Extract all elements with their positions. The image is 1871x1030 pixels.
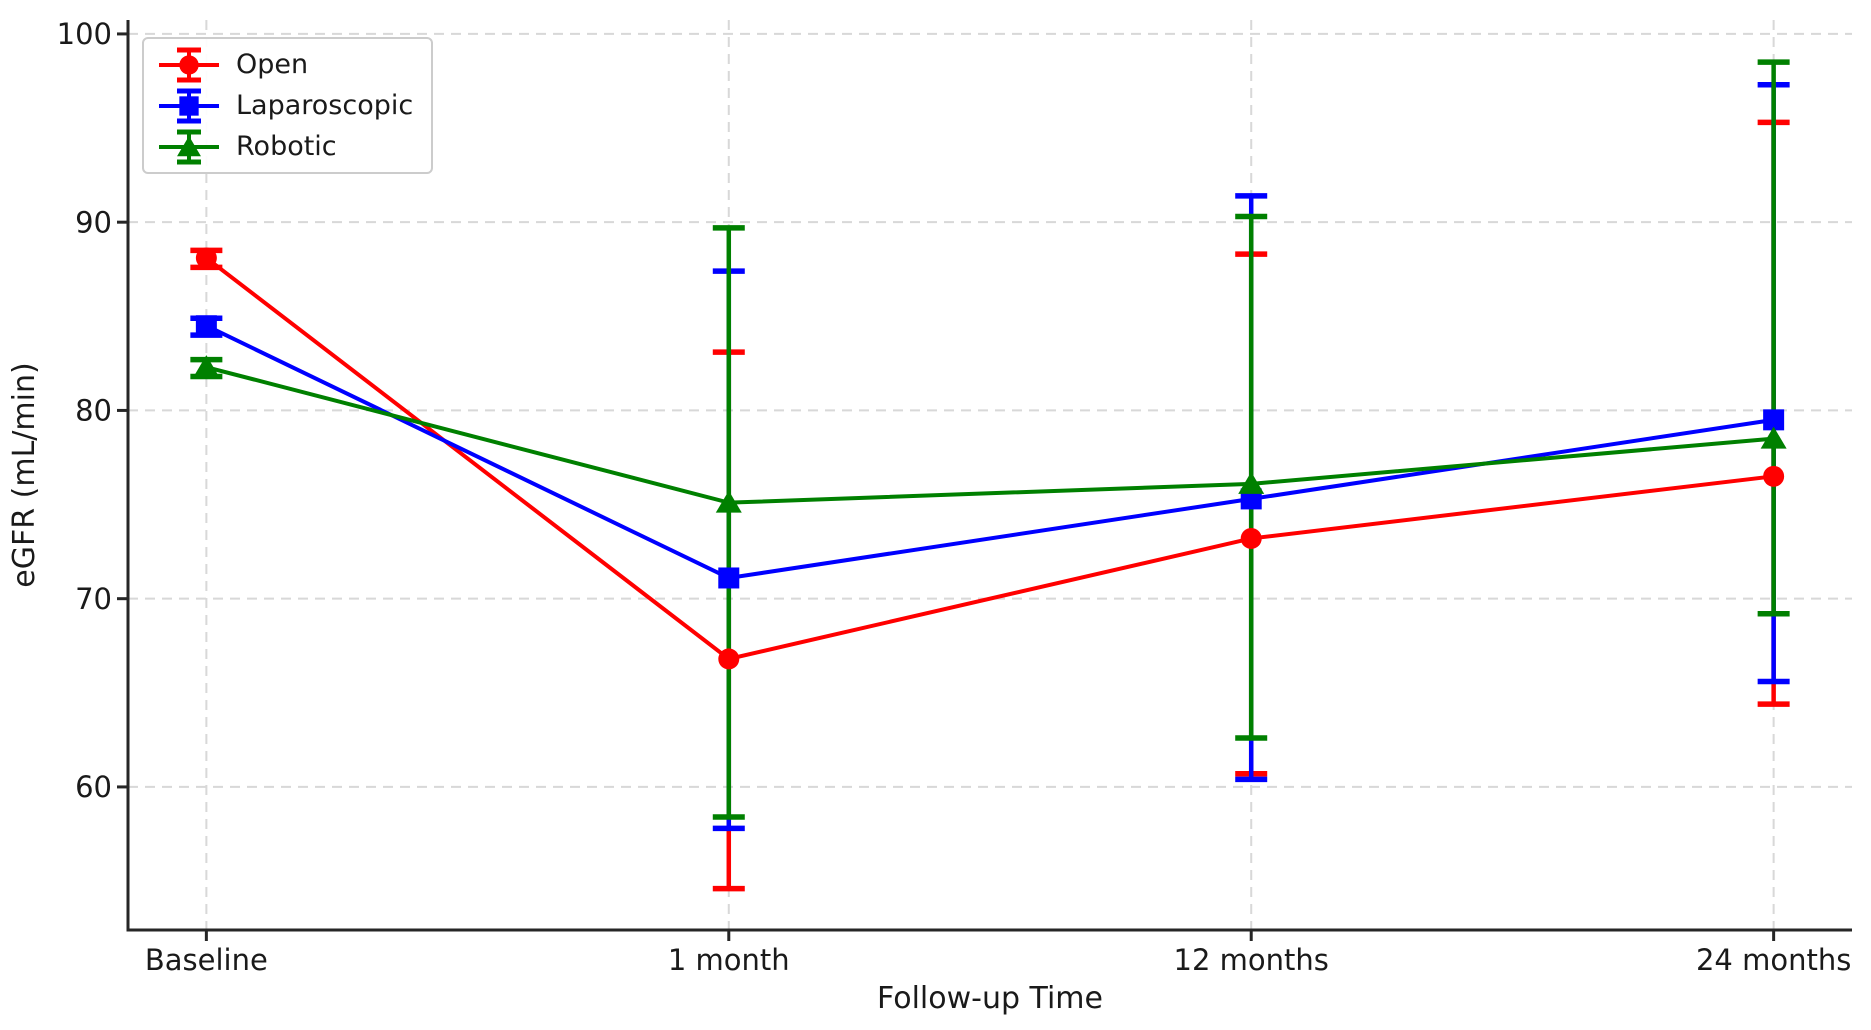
- x-tick-label: 1 month: [668, 943, 790, 977]
- data-point-square: [195, 315, 217, 337]
- data-point-circle: [179, 54, 199, 75]
- legend: Open Laparoscopic Robotic: [142, 37, 434, 174]
- y-tick-label: 100: [57, 17, 112, 51]
- legend-label: Laparoscopic: [236, 90, 414, 121]
- x-tick-label: Baseline: [145, 943, 268, 977]
- axes: 60 70 80 90 100 Baseline 1 month 12 months 24 mo…: [57, 17, 1852, 977]
- y-tick-label: 60: [75, 770, 112, 804]
- data-point-triangle: [177, 135, 201, 156]
- series-line: [205, 365, 1774, 505]
- series-robotic: [193, 355, 1787, 513]
- data-point-square: [1763, 409, 1785, 431]
- x-axis-label: Follow-up Time: [877, 981, 1103, 1016]
- series-open-errorbars: [190, 119, 1790, 892]
- y-tick-label: 90: [75, 205, 112, 239]
- legend-item-laparoscopic: Laparoscopic: [156, 85, 413, 126]
- legend-label: Robotic: [236, 131, 337, 162]
- y-tick-label: 80: [75, 394, 112, 428]
- series-robotic-errorbars: [190, 59, 1790, 820]
- data-point-triangle: [715, 490, 742, 513]
- data-point-triangle: [1760, 426, 1787, 449]
- data-point-triangle: [1238, 471, 1265, 494]
- legend-item-open: Open: [156, 44, 413, 85]
- data-point-circle: [1763, 465, 1785, 487]
- legend-circle-glyph: [159, 47, 219, 82]
- data-point-circle: [718, 648, 740, 670]
- x-tick-label: 24 months: [1696, 943, 1851, 977]
- data-point-circle: [195, 247, 217, 269]
- legend-square-glyph: [159, 88, 219, 123]
- data-point-square: [718, 567, 740, 589]
- y-axis-label: eGFR (mL/min): [7, 362, 42, 587]
- series-line: [205, 256, 1774, 662]
- series-open: [195, 247, 1785, 670]
- y-tick-label: 70: [75, 582, 112, 616]
- series-laparoscopic: [195, 315, 1785, 589]
- data-point-square: [179, 95, 199, 116]
- gridlines: [128, 20, 1852, 930]
- legend-item-robotic: Robotic: [156, 126, 413, 167]
- data-point-triangle: [193, 355, 220, 378]
- x-tick-label: 12 months: [1174, 943, 1329, 977]
- data-point-circle: [1240, 527, 1262, 549]
- legend-label: Open: [236, 49, 309, 80]
- series-line: [205, 323, 1774, 581]
- legend-triangle-glyph: [159, 129, 219, 164]
